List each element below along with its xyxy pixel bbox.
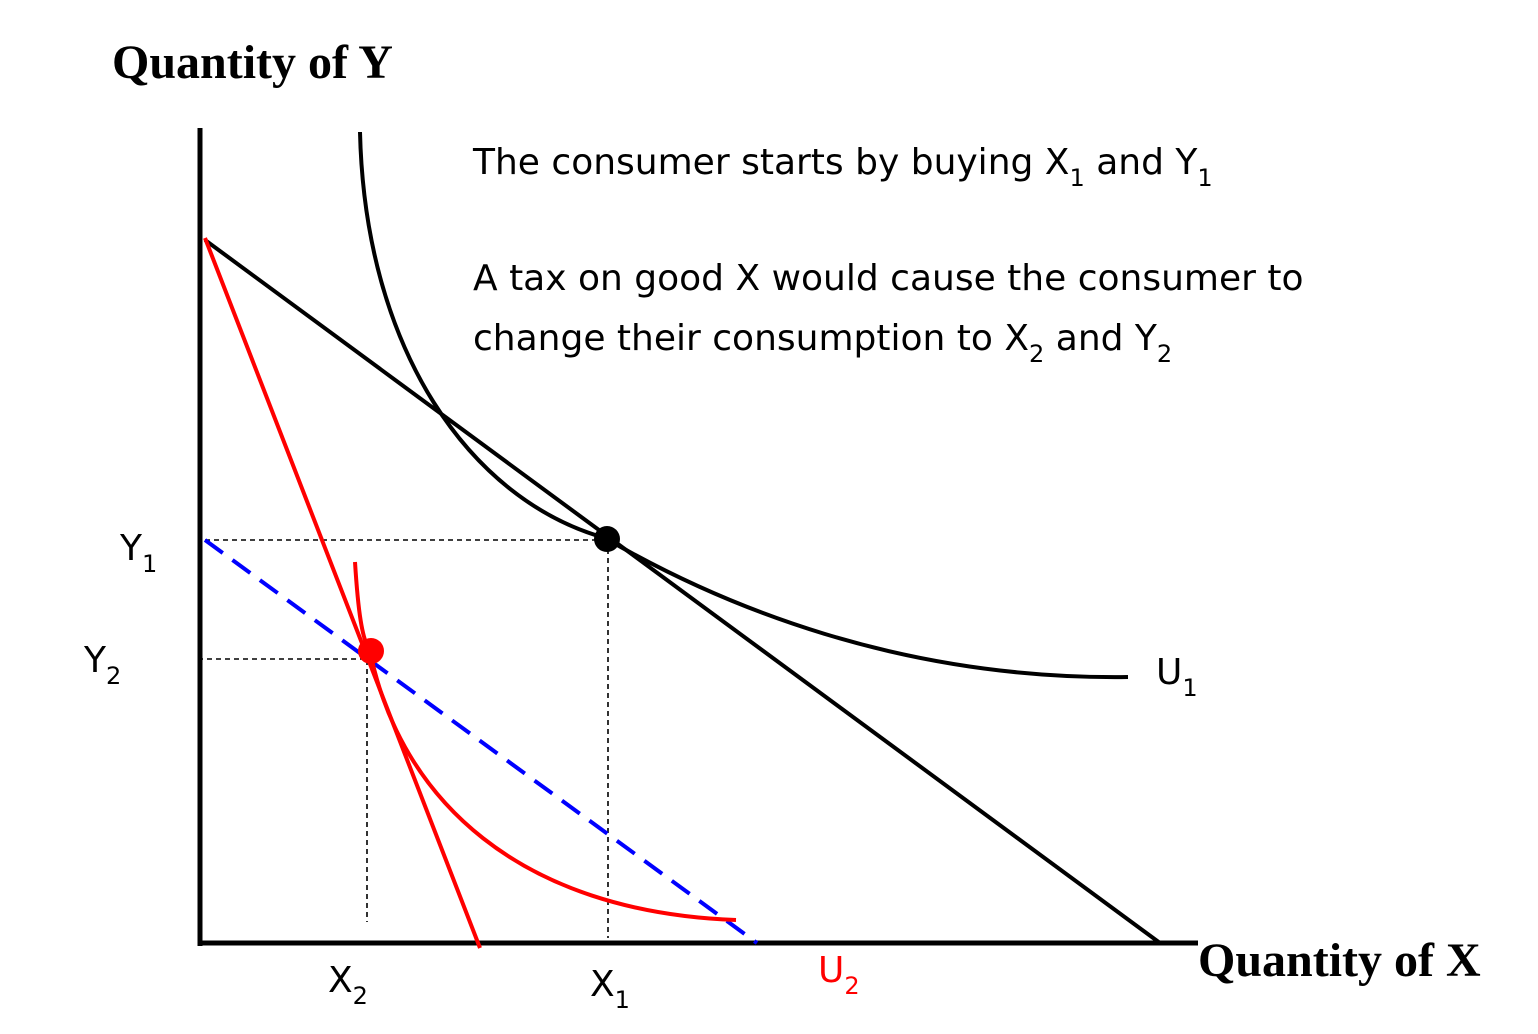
x1-label: X1 [590,964,630,1014]
new-budget-line [203,237,482,949]
indifference-curve-u1 [358,131,1129,680]
y1-label: Y1 [119,528,157,578]
original-budget-line [203,238,1162,945]
annotation-line-2: A tax on good X would cause the consumer… [473,258,1304,299]
x2-label: X2 [328,960,368,1010]
y-axis-title: Quantity of Y [112,36,393,89]
x-axis-title: Quantity of X [1198,934,1481,987]
y2-label: Y2 [83,640,121,690]
u1-label: U1 [1156,652,1198,702]
equilibrium-point-2 [358,638,384,664]
compensated-budget-line [203,538,759,945]
equilibrium-point-1 [594,526,620,552]
annotation-line-3: change their consumption to X2 and Y2 [473,318,1172,368]
indifference-curve-u2 [353,561,737,922]
annotation-line-1: The consumer starts by buying X1 and Y1 [472,142,1213,192]
u2-label: U2 [818,950,860,1000]
